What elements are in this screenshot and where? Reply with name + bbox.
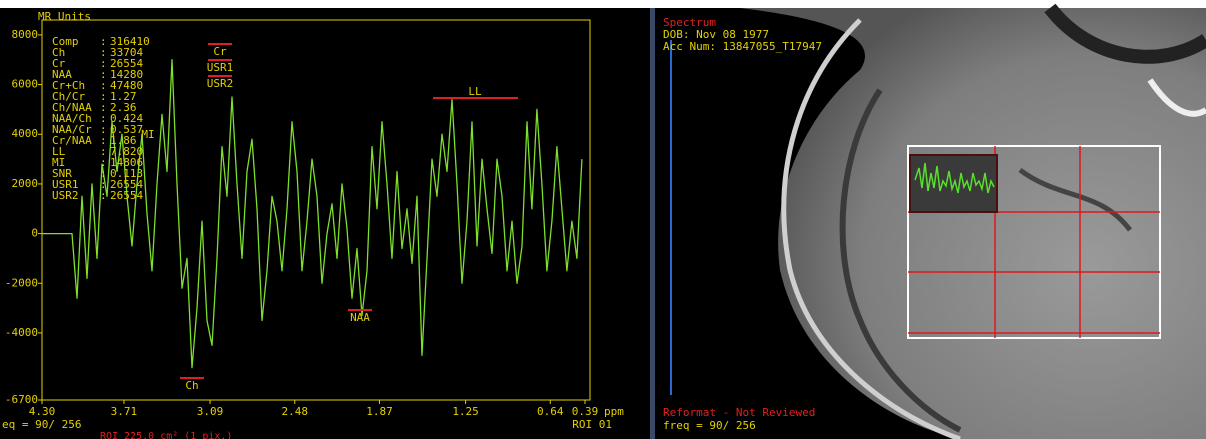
y-tick-label: -4000 [5, 326, 38, 339]
peak-label: NAA [350, 311, 370, 324]
x-tick-label: 2.48 [282, 405, 309, 418]
page: Spectrum DOB: Nov 08 1977 Acc Num: 13847… [0, 0, 1206, 439]
review-status: Reformat - Not Reviewed [663, 406, 815, 419]
frequency: eq = 90/ 256 [2, 418, 81, 431]
peak-label: MI [141, 128, 154, 141]
roi-label: ROI 01 [572, 418, 612, 431]
chart-title: MR Units [38, 10, 91, 23]
x-tick-label: 0.64 [537, 405, 564, 418]
y-tick-label: 4000 [12, 127, 39, 140]
peak-label: LL [468, 85, 482, 98]
accession: Acc Num: 13847055_T17947 [663, 40, 822, 53]
metric-label: USR2 [52, 189, 79, 202]
x-tick-label: 1.87 [366, 405, 393, 418]
x-tick-label: 3.09 [197, 405, 224, 418]
x-tick-label: 3.71 [111, 405, 138, 418]
x-tick-label: 0.39 [572, 405, 599, 418]
metric-value: 26554 [110, 189, 143, 202]
peak-label: USR2 [207, 77, 234, 90]
y-tick-label: 6000 [12, 78, 39, 91]
x-axis-label: ppm [604, 405, 624, 418]
peak-label: USR1 [207, 61, 234, 74]
roi-area: ROI 225.0 cm² (1 pix.) [100, 431, 232, 439]
metric-colon: : [100, 189, 107, 202]
y-tick-label: 8000 [12, 28, 39, 41]
spectrum-panel [0, 8, 650, 439]
frequency: freq = 90/ 256 [663, 419, 756, 432]
y-tick-label: -2000 [5, 276, 38, 289]
x-tick-label: 4.30 [29, 405, 56, 418]
x-tick-label: 1.25 [452, 405, 479, 418]
peak-label: Ch [185, 379, 198, 392]
y-tick-label: 0 [31, 227, 38, 240]
peak-label: Cr [213, 45, 227, 58]
divider [650, 8, 655, 439]
y-tick-label: 2000 [12, 177, 39, 190]
screenshot: Spectrum DOB: Nov 08 1977 Acc Num: 13847… [0, 0, 1206, 439]
